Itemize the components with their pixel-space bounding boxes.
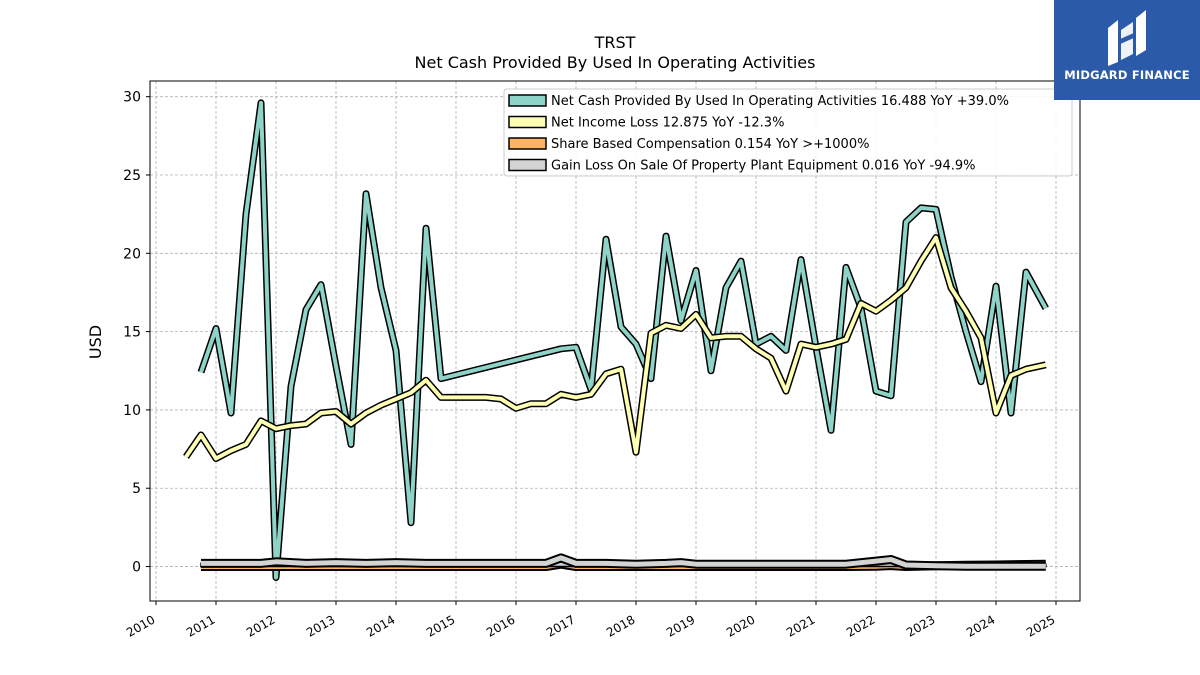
legend-box [503,88,1073,177]
x-tick-label: 2014 [364,612,397,639]
legend-label-3: Gain Loss On Sale Of Property Plant Equi… [551,159,975,174]
legend-swatch-1 [508,115,547,129]
legend-label-1: Net Income Loss 12.875 YoY -12.3% [551,116,784,131]
series-layer [183,99,1049,581]
x-tick-label: 2011 [184,612,217,639]
legend-swatch-0 [508,94,547,107]
x-tick-label: 2017 [544,612,577,639]
legend-label-2: Share Based Compensation 0.154 YoY >+100… [551,137,869,152]
legend: Net Cash Provided By Used In Operating A… [503,88,1073,177]
y-tick-label: 10 [123,403,141,419]
series-line-1 [184,235,1047,461]
legend-swatch-3 [508,158,547,172]
y-tick-label: 20 [123,246,141,262]
x-tick-label: 2019 [664,612,697,639]
y-tick-label: 5 [132,481,141,497]
series-line-0 [199,100,1048,580]
x-tick-label: 2013 [304,612,337,639]
x-tick-label: 2020 [724,612,757,639]
chart-subtitle: Net Cash Provided By Used In Operating A… [415,53,816,72]
series-0 [197,99,1049,581]
x-tick-label: 2015 [424,612,457,639]
brand-name: MIDGARD FINANCE [1064,68,1190,82]
series-line-3 [201,555,1046,569]
x-tick-label: 2024 [964,612,997,639]
y-tick-label: 0 [132,560,141,576]
x-tick-label: 2010 [124,612,157,639]
series-3 [200,553,1047,571]
x-tick-label: 2022 [844,612,877,639]
chart-title: TRST [594,33,636,52]
midgard-logo-icon [1108,10,1146,66]
x-tick-label: 2018 [604,612,637,639]
x-tick-label: 2023 [904,612,937,639]
plot-frame [149,80,1081,602]
y-tick-label: 30 [123,90,141,106]
series-1 [183,234,1047,462]
legend-label-0: Net Cash Provided By Used In Operating A… [551,94,1009,109]
x-tick-label: 2025 [1024,612,1057,639]
x-tick-label: 2016 [484,612,517,639]
brand-logo: MIDGARD FINANCE [1054,0,1200,100]
x-tick-label: 2012 [244,612,277,639]
x-tick-label: 2021 [784,612,817,639]
y-axis-label: USD [86,325,105,359]
y-tick-label: 25 [123,168,141,184]
y-tick-label: 15 [123,325,141,341]
legend-swatch-2 [508,137,547,150]
